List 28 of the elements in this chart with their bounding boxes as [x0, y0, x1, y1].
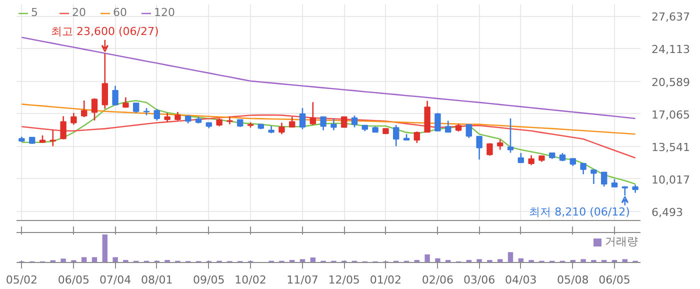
x-tick-label: 06/05	[58, 274, 90, 286]
legend-label: 60	[113, 6, 128, 19]
x-tick-label: 01/02	[370, 274, 402, 286]
x-tick-label: 07/04	[99, 274, 132, 286]
legend-label: 거래량	[605, 234, 638, 249]
x-tick-label: 11/07	[286, 274, 318, 286]
x-tick-label: 10/02	[234, 274, 266, 286]
x-tick-label: 09/05	[193, 274, 225, 286]
legend-label: 20	[72, 6, 87, 19]
legend-label: 5	[31, 6, 39, 19]
y-tick-label: 24,113	[652, 43, 690, 56]
annotation: 최고 23,600 (06/27)	[51, 24, 159, 38]
annotation: 최저 8,210 (06/12)	[529, 205, 630, 218]
x-tick-label: 05/08	[557, 274, 589, 286]
x-tick-label: 08/01	[141, 274, 173, 286]
x-tick-label: 06/05	[598, 274, 630, 286]
x-tick-label: 05/02	[6, 274, 38, 286]
x-tick-label: 12/05	[328, 274, 360, 286]
y-tick-label: 6,493	[652, 206, 683, 220]
legend-label: 120	[154, 6, 175, 19]
y-tick-label: 10,017	[652, 173, 690, 186]
y-tick-label: 17,065	[652, 108, 690, 122]
x-tick-label: 03/06	[463, 274, 496, 286]
y-tick-label: 20,589	[652, 76, 690, 89]
y-tick-label: 13,541	[652, 140, 690, 154]
y-tick-label: 27,637	[652, 10, 690, 24]
x-tick-label: 04/03	[505, 274, 537, 286]
x-tick-label: 02/06	[422, 274, 454, 286]
